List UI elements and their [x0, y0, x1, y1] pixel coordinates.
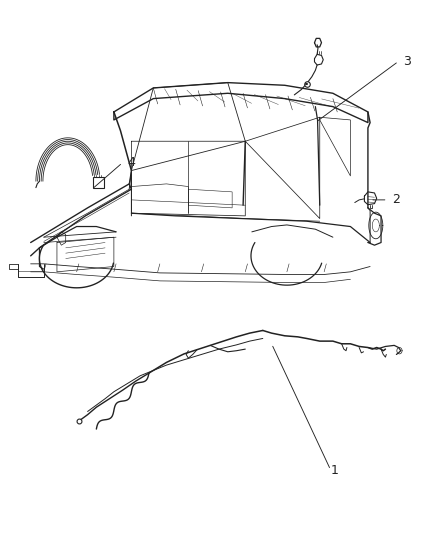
- Text: 4: 4: [127, 156, 135, 169]
- Text: 3: 3: [403, 55, 411, 68]
- Text: 1: 1: [331, 464, 339, 477]
- Text: 2: 2: [392, 193, 400, 206]
